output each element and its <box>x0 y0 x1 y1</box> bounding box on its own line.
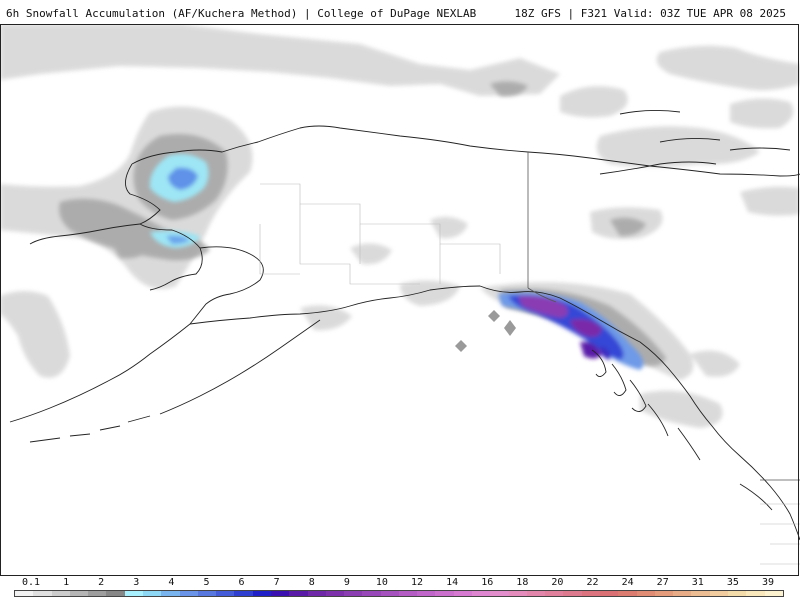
legend-tick-label: 22 <box>586 577 599 588</box>
legend-color-swatch <box>124 591 143 596</box>
legend-color-swatch <box>472 591 491 596</box>
legend-color-bar <box>14 590 784 597</box>
legend-tick-label: 3 <box>133 577 140 588</box>
legend-color-swatch <box>691 591 710 596</box>
legend-tick-label: 5 <box>203 577 210 588</box>
legend-color-swatch <box>417 591 436 596</box>
legend-color-swatch <box>325 591 345 596</box>
blue-snow-shading <box>149 154 209 248</box>
legend-color-swatch <box>270 591 290 596</box>
legend-tick-label: 1 <box>63 577 70 588</box>
legend-color-swatch <box>106 591 125 596</box>
heavy-snow-shading <box>498 292 644 370</box>
coastlines <box>9 109 800 541</box>
header: 6h Snowfall Accumulation (AF/Kuchera Met… <box>0 0 800 24</box>
legend-color-swatch <box>344 591 363 596</box>
legend-color-swatch <box>252 591 271 596</box>
legend-tick-label: 7 <box>273 577 280 588</box>
legend-tick-label: 39 <box>761 577 775 588</box>
legend-color-swatch <box>581 591 600 596</box>
legend-tick-label: 24 <box>621 577 634 588</box>
legend-tick-label: 0.1 <box>21 577 41 588</box>
legend-color-swatch <box>33 591 52 596</box>
legend-color-swatch <box>69 591 89 596</box>
legend-color-swatch <box>142 591 162 596</box>
legend-tick-label: 6 <box>238 577 245 588</box>
legend-tick-label: 16 <box>481 577 494 588</box>
legend-color-swatch <box>508 591 527 596</box>
legend-tick-label: 35 <box>726 577 739 588</box>
legend-color-swatch <box>161 591 180 596</box>
legend-color-swatch <box>362 591 381 596</box>
legend-color-swatch <box>197 591 217 596</box>
legend-tick-label: 4 <box>168 577 175 588</box>
legend-color-swatch <box>563 591 582 596</box>
legend-color-swatch <box>490 591 509 596</box>
legend-color-swatch <box>453 591 473 596</box>
legend-color-swatch <box>673 591 692 596</box>
legend-tick-label: 14 <box>446 577 459 588</box>
legend-color-swatch <box>727 591 747 596</box>
legend-tick-label: 18 <box>516 577 529 588</box>
legend-color-swatch <box>216 591 235 596</box>
legend-tick-label: 2 <box>98 577 105 588</box>
legend-color-swatch <box>289 591 308 596</box>
legend-color-swatch <box>709 591 728 596</box>
legend-color-swatch <box>435 591 454 596</box>
map-title: 6h Snowfall Accumulation (AF/Kuchera Met… <box>6 7 477 20</box>
legend-color-swatch <box>618 591 637 596</box>
legend-color-swatch <box>600 591 619 596</box>
legend-color-swatch <box>636 591 655 596</box>
legend-tick-labels: 0.1 1 2 3 4 5 6 7 8 9 10 12 14 16 18 20 22 24 27 31 35 39 <box>0 577 800 589</box>
legend-color-swatch <box>88 591 107 596</box>
model-run-info: 18Z GFS | F321 Valid: 03Z TUE APR 08 202… <box>514 7 786 20</box>
legend-color-swatch <box>15 591 34 596</box>
legend-color-swatch <box>380 591 399 596</box>
legend-tick-label: 27 <box>656 577 669 588</box>
legend-color-swatch <box>746 591 765 596</box>
legend-color-swatch <box>654 591 674 596</box>
legend-color-swatch <box>51 591 70 596</box>
legend-tick-label: 10 <box>375 577 388 588</box>
legend-color-swatch <box>307 591 326 596</box>
legend-color-swatch <box>398 591 418 596</box>
isolated-snow-cells <box>455 310 516 352</box>
snowfall-map <box>0 24 800 577</box>
legend-tick-label: 20 <box>551 577 564 588</box>
legend-tick-label: 12 <box>411 577 424 588</box>
legend-color-swatch <box>545 591 564 596</box>
political-borders <box>527 152 800 481</box>
legend-color-swatch <box>234 591 253 596</box>
internal-boundaries <box>259 183 800 565</box>
legend-tick-label: 8 <box>308 577 315 588</box>
legend-color-swatch <box>764 591 783 596</box>
legend-tick-label: 31 <box>691 577 704 588</box>
legend-color-swatch <box>179 591 198 596</box>
legend-tick-label: 9 <box>343 577 350 588</box>
legend-color-swatch <box>526 591 546 596</box>
